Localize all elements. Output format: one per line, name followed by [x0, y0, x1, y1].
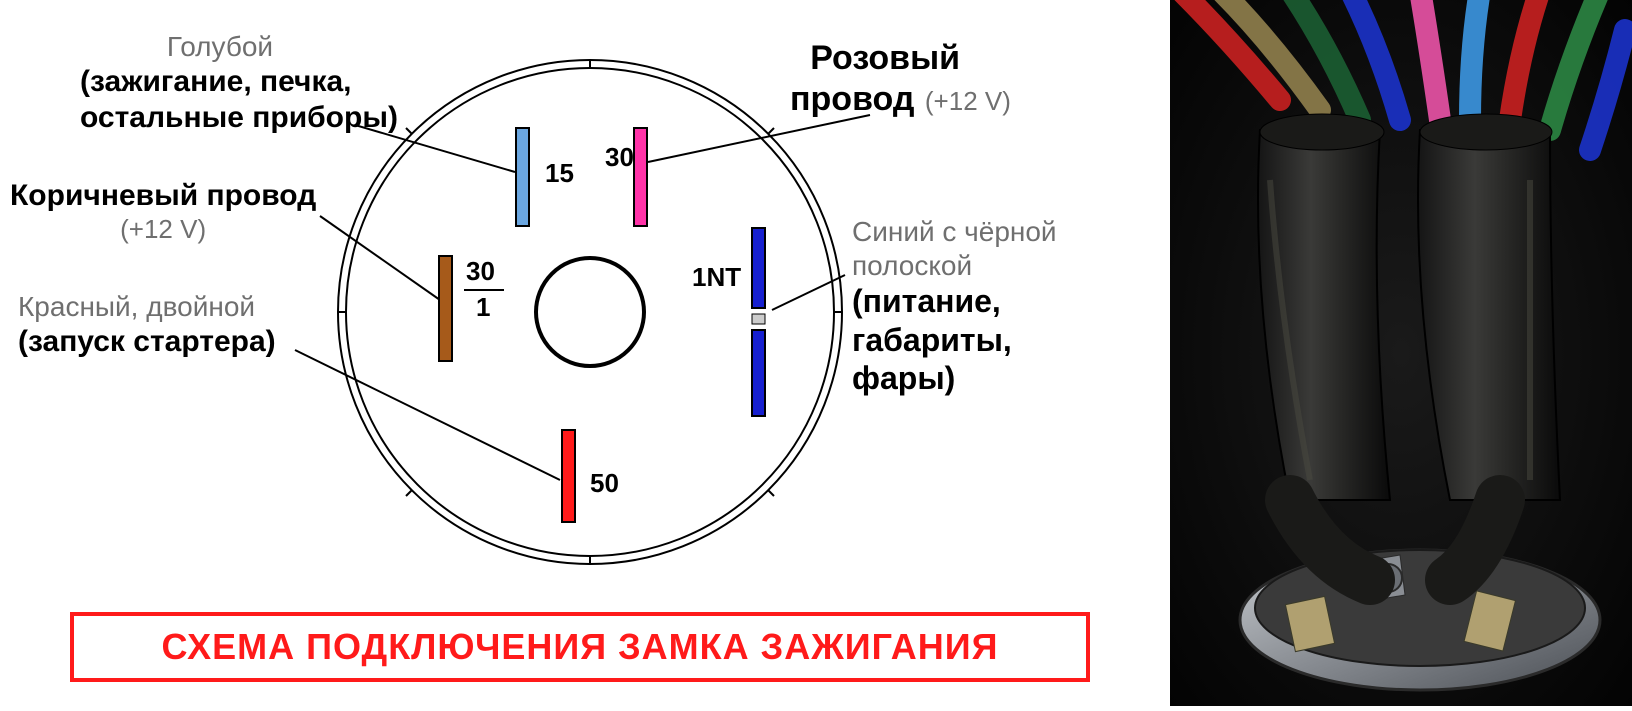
pin-label-30-1-bot: 1	[476, 292, 490, 323]
diagram-panel: 15 30 30 1 1NT 50 Голубой (зажигание, пе…	[0, 0, 1170, 706]
pin-label-30-1-top: 30	[466, 256, 495, 287]
photo-svg	[1170, 0, 1632, 706]
pin-label-15: 15	[545, 158, 574, 189]
diagram-title: СХЕМА ПОДКЛЮЧЕНИЯ ЗАМКА ЗАЖИГАНИЯ	[70, 612, 1090, 682]
label-pink-wire: Розовый провод (+12 V)	[790, 38, 1011, 120]
photo-panel	[1170, 0, 1632, 706]
label-blue-black-wire: Синий с чёрной полоской (питание, габари…	[852, 215, 1057, 397]
label-blue-wire: Голубой (зажигание, печка, остальные при…	[80, 30, 398, 136]
pin-label-30: 30	[605, 142, 634, 173]
pin-label-50: 50	[590, 468, 619, 499]
label-brown-wire: Коричневый провод (+12 V)	[10, 178, 316, 245]
label-red-wire: Красный, двойной (запуск стартера)	[18, 290, 276, 360]
pin-label-1nt: 1NT	[692, 262, 741, 293]
